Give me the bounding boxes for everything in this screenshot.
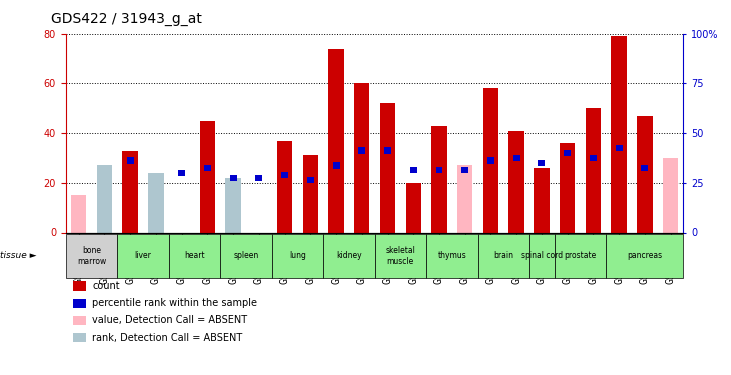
Bar [200,121,215,232]
Bar [126,158,134,164]
Bar [230,175,237,181]
Bar [482,88,499,232]
Text: count: count [92,281,120,291]
Bar [255,175,262,181]
Bar [487,158,494,164]
Bar [148,195,164,232]
Bar [204,165,211,171]
Bar [616,145,623,151]
Bar [534,168,550,232]
Bar [509,130,524,232]
Bar [277,141,292,232]
Bar [225,178,240,232]
Bar [539,160,545,166]
Text: spleen: spleen [233,251,259,260]
Bar [560,143,575,232]
Text: prostate: prostate [564,251,596,260]
Bar [410,167,417,174]
Bar [663,158,678,232]
Text: heart: heart [184,251,205,260]
Bar [333,162,339,168]
Bar [122,150,138,232]
Bar [384,147,391,154]
Bar [354,84,369,232]
Bar [303,156,318,232]
Bar [637,116,653,232]
Text: value, Detection Call = ABSENT: value, Detection Call = ABSENT [92,315,247,326]
Bar [431,126,447,232]
Bar [281,172,288,178]
Bar [461,167,468,174]
Text: skeletal
muscle: skeletal muscle [385,246,415,266]
Text: percentile rank within the sample: percentile rank within the sample [92,298,257,308]
Bar [71,195,86,232]
Bar [564,150,571,156]
Text: kidney: kidney [336,251,362,260]
Bar [641,165,648,171]
Bar [148,173,164,232]
Text: GDS422 / 31943_g_at: GDS422 / 31943_g_at [51,12,202,26]
Bar [358,147,366,154]
Text: brain: brain [493,251,513,260]
Text: tissue ►: tissue ► [0,251,37,260]
Bar [590,155,597,161]
Bar [178,170,185,176]
Bar [96,195,112,232]
Bar [96,165,112,232]
Bar [457,165,472,232]
Bar [328,49,344,232]
Text: liver: liver [135,251,151,260]
Bar [380,104,395,232]
Text: lung: lung [289,251,306,260]
Text: rank, Detection Call = ABSENT: rank, Detection Call = ABSENT [92,333,243,343]
Bar [611,36,627,232]
Bar [307,177,314,183]
Text: thymus: thymus [437,251,466,260]
Bar [436,167,442,174]
Text: pancreas: pancreas [627,251,662,260]
Text: bone
marrow: bone marrow [77,246,106,266]
Bar [586,108,601,232]
Bar [406,183,421,232]
Bar [512,155,520,161]
Text: spinal cord: spinal cord [521,251,563,260]
